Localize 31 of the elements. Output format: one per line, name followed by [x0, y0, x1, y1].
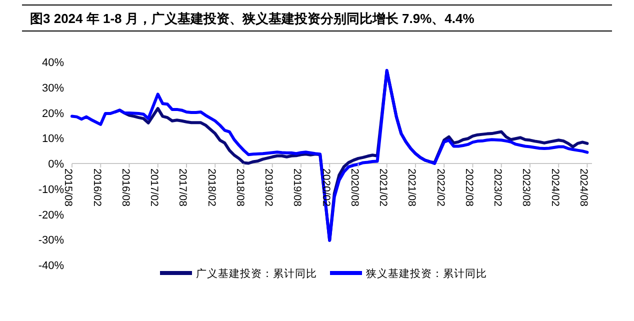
x-tick-label: 2018/02 — [205, 168, 218, 207]
x-tick-label: 2020/02 — [320, 168, 332, 207]
y-tick-label: -20% — [38, 209, 64, 222]
x-tick-label: 2019/02 — [262, 168, 275, 207]
y-tick-label: 0% — [48, 158, 64, 170]
x-tick-label: 2020/08 — [348, 168, 360, 207]
x-tick-label: 2023/08 — [520, 168, 532, 207]
x-tick-label: 2023/02 — [492, 168, 504, 207]
x-tick-label: 2016/02 — [90, 168, 103, 207]
title: 图3 2024 年 1-8 月，广义基建投资、狭义基建投资分别同比增长 7.9%、4.4% — [22, 4, 612, 32]
x-tick-label: 2017/02 — [148, 168, 160, 207]
x-tick-label: 2021/02 — [377, 168, 390, 207]
x-tick-label: 2017/08 — [176, 168, 189, 207]
x-tick-label: 2016/08 — [119, 168, 132, 207]
y-tick-label: -40% — [38, 260, 64, 272]
legend-label: 狭义基建投资：累计同比 — [366, 267, 487, 280]
y-tick-label: 10% — [42, 133, 64, 146]
y-tick-label: 40% — [42, 57, 64, 69]
y-tick-label: -10% — [38, 184, 64, 196]
x-tick-label: 2021/08 — [406, 168, 418, 207]
x-tick-label: 2024/02 — [548, 168, 561, 207]
x-tick-label: 2022/08 — [462, 168, 475, 207]
y-tick-label: 30% — [42, 82, 64, 94]
legend-label: 广义基建投资：累计同比 — [196, 267, 317, 280]
x-tick-label: 2024/08 — [577, 168, 590, 207]
x-tick-label: 2022/02 — [434, 168, 446, 207]
chart-title: 图3 2024 年 1-8 月，广义基建投资、狭义基建投资分别同比增长 7.9%、4.4% — [30, 11, 475, 26]
x-tick-label: 2019/08 — [291, 168, 304, 207]
y-tick-label: 20% — [42, 108, 64, 120]
x-tick-label: 2018/08 — [234, 168, 246, 207]
y-tick-label: -30% — [38, 234, 64, 247]
